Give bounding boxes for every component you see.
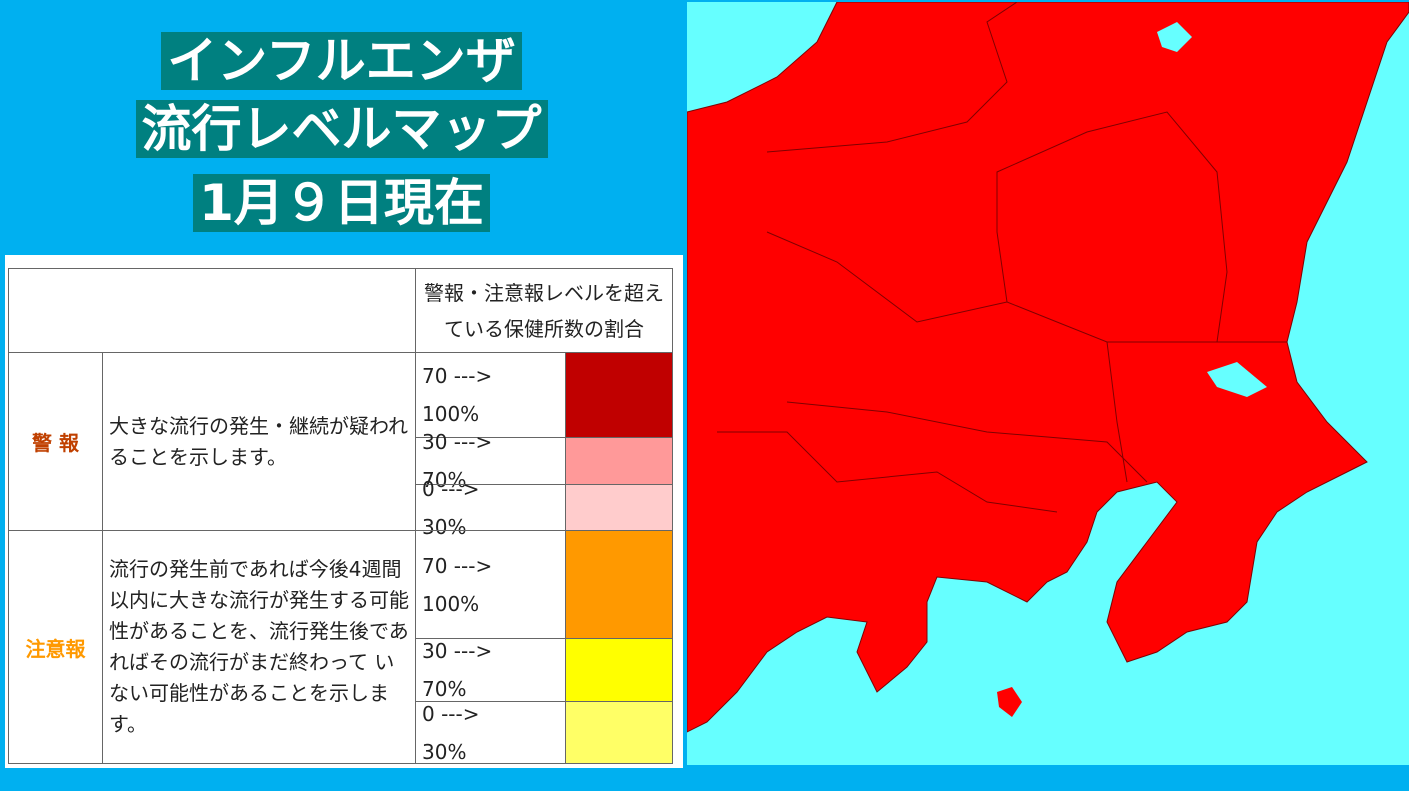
level-swatch [565,701,673,764]
level-swatch [565,484,673,531]
title-text: 1月９日現在 [193,174,490,232]
group-description: 大きな流行の発生・継続が疑われることを示します。 [102,352,416,531]
borders [717,2,1287,513]
level-swatch [565,638,673,702]
title-line: 流行レベルマップ [0,96,683,162]
level-swatch [565,352,673,438]
title-line: 1月９日現在 [0,170,683,236]
group-label: 注意報 [8,530,103,764]
land [687,2,1409,733]
title-text: 流行レベルマップ [135,100,548,158]
title-line: インフルエンザ [0,28,683,94]
header: 警報・注意報レベルを超えている保健所数の割合 [415,268,673,353]
level-range: 0 ---> 30% [415,701,566,764]
level-swatch [565,437,673,485]
level-range: 70 ---> 100% [415,530,566,639]
level-swatch [565,530,673,639]
group-description: 流行の発生前であれば今後4週間以内に大きな流行が発生する可能性があることを、流行… [102,530,416,764]
title-text: インフルエンザ [161,32,522,90]
level-range: 0 ---> 30% [415,477,566,539]
island [997,687,1022,717]
header-blank [8,268,416,353]
group-label: 警 報 [8,352,103,531]
legend-table: 警報・注意報レベルを超えている保健所数の割合警 報大きな流行の発生・継続が疑われ… [5,255,683,768]
map [687,2,1409,765]
level-range: 70 ---> 100% [415,352,566,438]
level-range: 30 ---> 70% [415,638,566,702]
